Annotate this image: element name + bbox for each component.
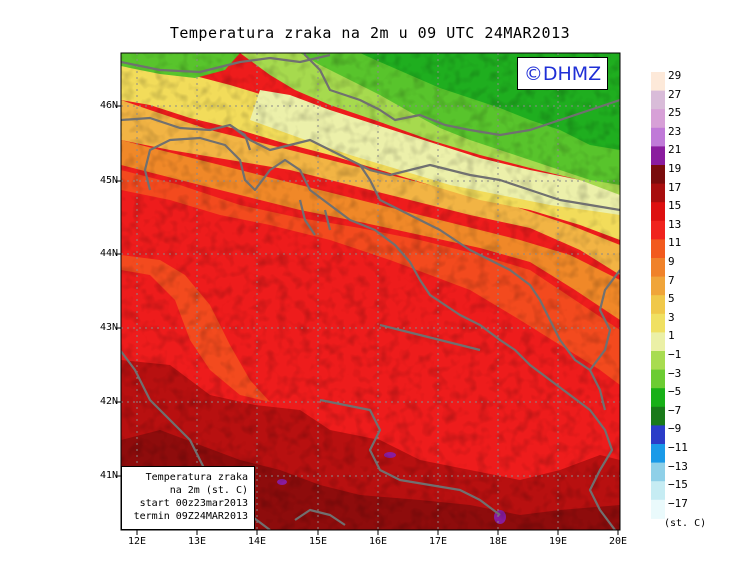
info-line: termin 09Z24MAR2013 — [133, 511, 248, 522]
colorbar-swatch — [651, 276, 665, 296]
lon-label: 15E — [308, 536, 328, 547]
colorbar-swatch — [651, 258, 665, 278]
colorbar-level-label: −11 — [668, 441, 688, 454]
info-line: na 2m (st. C) — [169, 485, 248, 496]
colorbar-swatch — [651, 462, 665, 482]
colorbar-level-label: −7 — [668, 403, 682, 417]
axis-ticks — [116, 105, 619, 535]
colorbar-swatch — [651, 146, 665, 166]
map-frame — [120, 52, 621, 531]
colorbar-swatch — [651, 90, 665, 110]
colorbar-level-label: 25 — [668, 106, 682, 120]
lat-label: 46N — [99, 100, 118, 111]
map-title: Temperatura zraka na 2m u 09 UTC 24MAR20… — [169, 24, 571, 42]
colorbar-swatch — [651, 332, 665, 352]
lat-label: 44N — [99, 248, 118, 259]
colorbar-level-label: −5 — [668, 385, 682, 399]
colorbar-level-label: 29 — [668, 69, 682, 82]
lon-label: 16E — [368, 536, 388, 547]
colorbar-swatch — [651, 239, 665, 259]
lon-label: 12E — [127, 536, 147, 547]
colorbar-swatch — [651, 295, 665, 315]
colorbar-level-label: 23 — [668, 124, 682, 138]
colorbar-level-label: 9 — [668, 255, 675, 268]
lon-label: 14E — [247, 536, 267, 547]
colorbar-level-label: 11 — [668, 236, 682, 250]
colorbar-swatch — [651, 406, 665, 426]
colorbar-swatch — [651, 425, 665, 445]
colorbar-swatch — [651, 313, 665, 333]
colorbar-level-label: 15 — [668, 199, 682, 213]
colorbar-level-label: 7 — [668, 273, 675, 287]
coastline — [121, 53, 620, 530]
lat-label: 41N — [99, 470, 118, 481]
colorbar-level-label: −1 — [668, 348, 682, 361]
dhmz-logo: ©DHMZ — [517, 57, 608, 90]
lon-label: 20E — [608, 536, 628, 547]
colorbar-swatch — [651, 165, 665, 185]
colorbar-level-label: 1 — [668, 329, 675, 343]
info-line: start 00z23mar2013 — [139, 498, 248, 509]
colorbar — [651, 72, 665, 519]
graticule — [121, 53, 620, 530]
colorbar-swatch — [651, 127, 665, 147]
colorbar-swatch — [651, 183, 665, 203]
colorbar-swatch — [651, 351, 665, 371]
colorbar-swatch — [651, 72, 665, 92]
colorbar-swatch — [651, 202, 665, 222]
colorbar-swatch — [651, 388, 665, 408]
lat-label: 45N — [99, 175, 118, 186]
colorbar-level-label: −3 — [668, 366, 682, 380]
lat-label: 42N — [99, 396, 118, 407]
colorbar-level-label: 21 — [668, 143, 682, 157]
colorbar-swatch — [651, 220, 665, 240]
colorbar-level-label: 3 — [668, 310, 675, 324]
colorbar-swatch — [651, 481, 665, 501]
colorbar-level-label: 5 — [668, 292, 675, 306]
colorbar-level-label: −13 — [668, 459, 688, 473]
info-box: Temperatura zraka na 2m (st. C) start 00… — [121, 466, 255, 530]
colorbar-level-label: −17 — [668, 496, 688, 510]
colorbar-level-label: −15 — [668, 478, 688, 492]
colorbar-level-label: −9 — [668, 422, 682, 436]
lon-label: 19E — [548, 536, 568, 547]
lon-label: 17E — [428, 536, 448, 547]
colorbar-level-label: 27 — [668, 87, 682, 101]
colorbar-level-label: 17 — [668, 180, 682, 194]
colorbar-level-label: 13 — [668, 217, 682, 231]
colorbar-swatch — [651, 369, 665, 389]
colorbar-level-label: 19 — [668, 162, 682, 175]
colorbar-swatch — [651, 109, 665, 129]
info-line: Temperatura zraka — [145, 472, 248, 483]
colorbar-swatch — [651, 499, 665, 519]
colorbar-swatch — [651, 444, 665, 464]
lon-label: 13E — [187, 536, 207, 547]
lon-label: 18E — [488, 536, 508, 547]
colorbar-unit-label: (st. C) — [664, 518, 707, 529]
lat-label: 43N — [99, 322, 118, 333]
